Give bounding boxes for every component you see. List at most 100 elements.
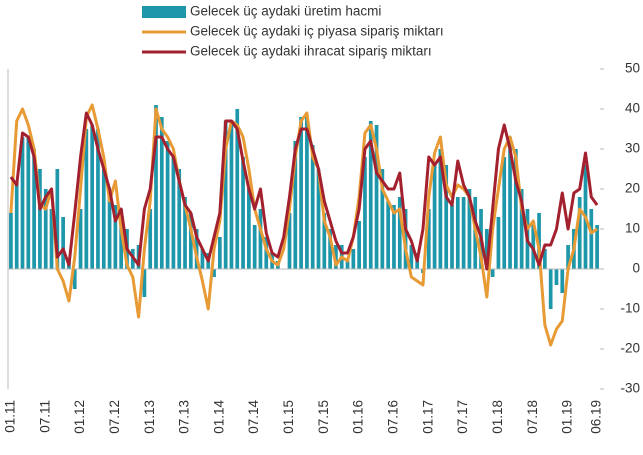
x-tick-label: 07.17 xyxy=(455,400,470,434)
bar xyxy=(101,169,106,269)
bar xyxy=(223,121,228,269)
y-tick-label: -10 xyxy=(620,301,640,316)
bar xyxy=(293,141,298,269)
x-tick-label: 07.12 xyxy=(107,400,122,434)
bar xyxy=(380,169,385,269)
bar xyxy=(432,165,437,269)
bar xyxy=(351,249,356,269)
x-tick-label: 01.15 xyxy=(281,400,296,434)
bar xyxy=(96,129,100,269)
y-tick-label: 30 xyxy=(625,141,640,156)
bar xyxy=(142,269,147,297)
bar xyxy=(577,197,582,269)
bar xyxy=(496,217,501,269)
bar xyxy=(334,245,338,269)
bar xyxy=(508,137,512,269)
bar xyxy=(43,189,48,269)
bar xyxy=(409,245,414,269)
bar xyxy=(455,197,460,269)
bar xyxy=(200,249,205,269)
bar xyxy=(72,269,77,289)
line xyxy=(9,103,598,347)
x-tick-label: 01.17 xyxy=(420,400,435,434)
y-tick-label: -20 xyxy=(620,341,640,356)
x-tick-label: 01.18 xyxy=(490,400,505,434)
bar xyxy=(78,209,83,269)
y-tick-label: 10 xyxy=(625,221,640,236)
bar xyxy=(26,137,31,269)
bar xyxy=(38,169,42,269)
legend-label: Gelecek üç aydaki üretim hacmi xyxy=(190,4,381,19)
x-tick-label: 01.12 xyxy=(72,400,87,434)
bar xyxy=(299,117,303,269)
bar xyxy=(235,109,240,269)
bar xyxy=(467,189,472,269)
bar xyxy=(229,121,234,269)
bar xyxy=(9,213,13,269)
bar xyxy=(392,205,396,269)
y-tick-label: 20 xyxy=(625,181,640,196)
line xyxy=(9,111,599,271)
bar xyxy=(322,213,327,269)
bar xyxy=(194,229,199,269)
y-tick-label: 40 xyxy=(625,101,640,116)
x-tick-label: 07.11 xyxy=(37,400,52,433)
x-tick-label: 07.16 xyxy=(386,400,401,434)
legend-swatch xyxy=(142,6,186,18)
bar xyxy=(444,165,449,269)
x-tick-label: 07.18 xyxy=(525,400,540,434)
bar xyxy=(316,169,321,269)
bar xyxy=(560,269,565,293)
legend-label: Gelecek üç aydaki iç piyasa sipariş mikt… xyxy=(190,24,444,39)
bar xyxy=(537,213,541,269)
y-tick-label: -30 xyxy=(620,381,640,396)
bar xyxy=(363,157,367,269)
bar xyxy=(258,209,263,269)
x-tick-label: 07.15 xyxy=(316,400,331,434)
bar xyxy=(502,157,507,269)
bar xyxy=(84,129,89,269)
bar xyxy=(484,229,489,269)
bar xyxy=(397,197,402,269)
bar xyxy=(328,229,332,269)
bar xyxy=(241,157,245,269)
x-tick-label: 01.14 xyxy=(211,400,226,434)
bar xyxy=(14,181,19,269)
bar xyxy=(513,149,518,269)
bar xyxy=(531,221,536,269)
bar xyxy=(386,201,391,269)
bar xyxy=(519,189,524,269)
bar xyxy=(183,197,187,269)
bar xyxy=(566,245,570,269)
bar xyxy=(113,205,118,269)
bar xyxy=(212,269,216,277)
bar xyxy=(450,205,454,269)
y-tick-label: 0 xyxy=(632,261,640,276)
bar xyxy=(252,225,257,269)
bar xyxy=(159,117,164,269)
bar xyxy=(589,209,594,269)
x-tick-label: 01.13 xyxy=(142,400,157,434)
x-tick-label: 07.14 xyxy=(246,400,261,434)
bar xyxy=(154,105,158,269)
bar xyxy=(247,189,251,269)
bar xyxy=(374,125,379,269)
y-tick-label: 50 xyxy=(625,61,640,76)
bar xyxy=(61,217,65,269)
bar xyxy=(165,141,170,269)
bar xyxy=(345,261,350,269)
bar xyxy=(543,249,547,269)
bar xyxy=(171,157,176,269)
x-tick-label: 01.16 xyxy=(351,400,366,434)
legend-label: Gelecek üç aydaki ihracat sipariş miktar… xyxy=(190,44,432,59)
bar xyxy=(426,209,431,269)
bar xyxy=(55,169,60,269)
bar xyxy=(177,169,182,269)
x-tick-label: 01.11 xyxy=(2,400,17,433)
bar xyxy=(188,213,193,269)
bar xyxy=(217,237,222,269)
bar xyxy=(90,125,95,269)
bar xyxy=(554,269,559,285)
bar xyxy=(461,197,466,269)
